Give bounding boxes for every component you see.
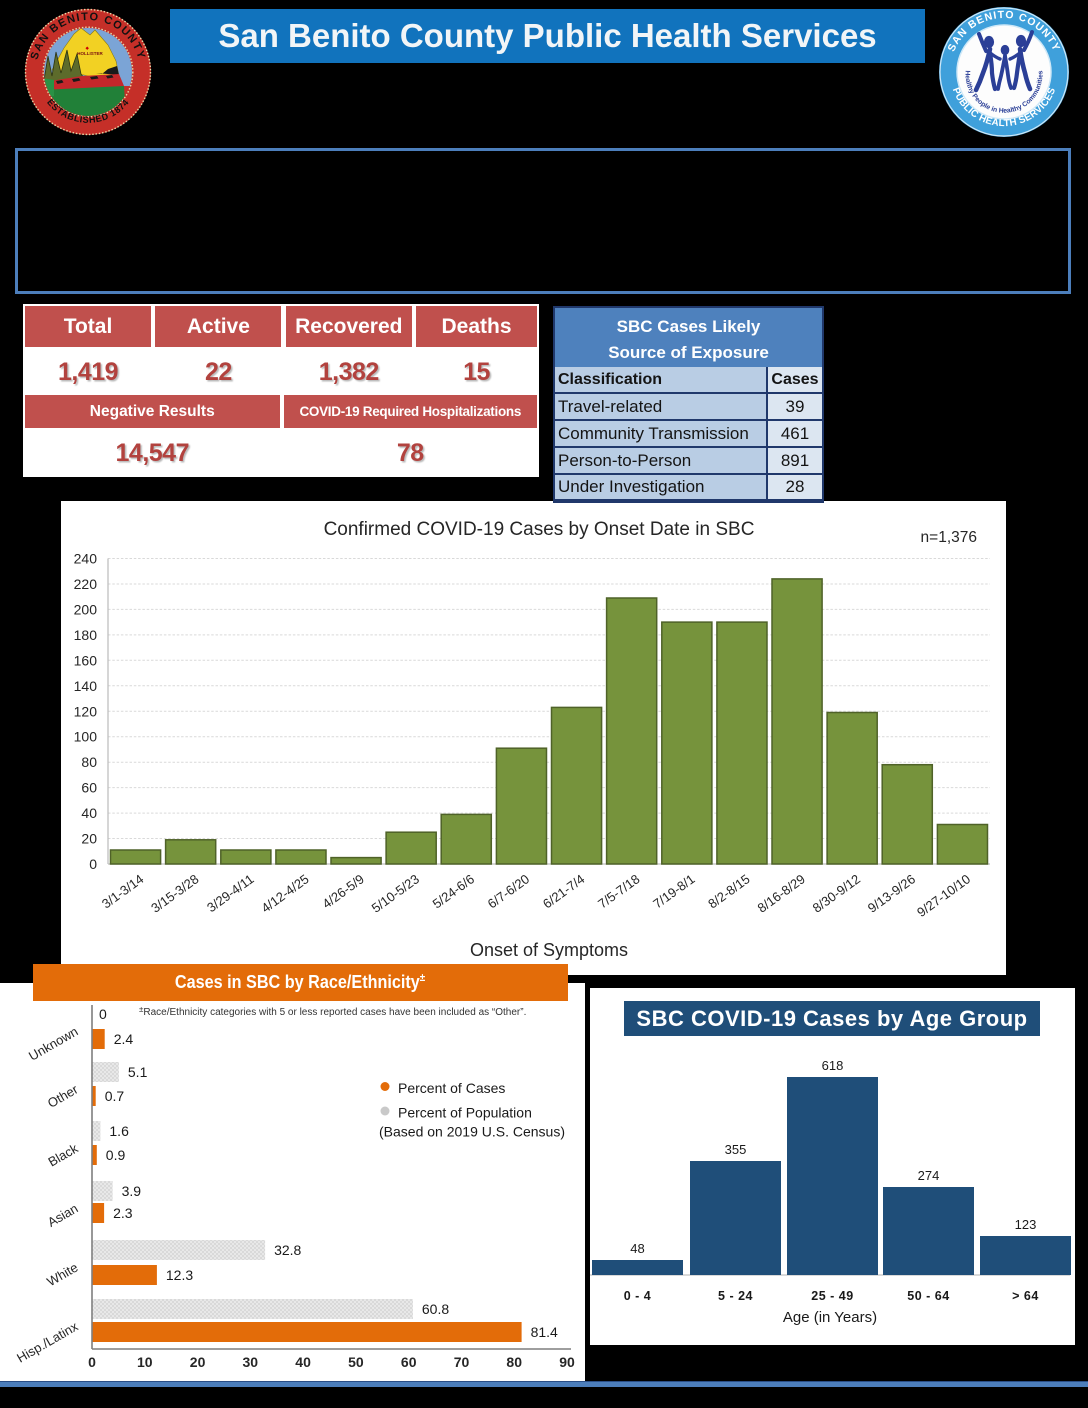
svg-text:1.6: 1.6 bbox=[109, 1123, 129, 1139]
svg-text:0.9: 0.9 bbox=[106, 1147, 126, 1163]
svg-text:(Based on 2019 U.S. Census): (Based on 2019 U.S. Census) bbox=[379, 1124, 565, 1140]
svg-text:6/21-7/4: 6/21-7/4 bbox=[540, 871, 587, 911]
svg-text:10: 10 bbox=[137, 1354, 153, 1370]
svg-text:> 64: > 64 bbox=[1012, 1289, 1039, 1303]
svg-text:5.1: 5.1 bbox=[128, 1064, 148, 1080]
svg-text:140: 140 bbox=[74, 678, 98, 694]
svg-text:123: 123 bbox=[1015, 1217, 1037, 1232]
svg-text:Asian: Asian bbox=[45, 1201, 81, 1230]
svg-text:9/13-9/26: 9/13-9/26 bbox=[865, 871, 918, 915]
svg-text:40: 40 bbox=[81, 805, 97, 821]
svg-text:Other: Other bbox=[45, 1081, 81, 1111]
svg-text:4/26-5/9: 4/26-5/9 bbox=[319, 871, 366, 911]
svg-text:2.3: 2.3 bbox=[113, 1205, 133, 1221]
svg-text:5 - 24: 5 - 24 bbox=[718, 1289, 753, 1303]
svg-text:8/2-8/15: 8/2-8/15 bbox=[705, 871, 752, 911]
svg-text:0: 0 bbox=[99, 1006, 107, 1022]
svg-text:180: 180 bbox=[74, 627, 98, 643]
svg-text:20: 20 bbox=[190, 1354, 206, 1370]
svg-text:355: 355 bbox=[725, 1142, 747, 1157]
svg-text:240: 240 bbox=[74, 551, 98, 567]
svg-text:90: 90 bbox=[559, 1354, 575, 1370]
svg-text:100: 100 bbox=[74, 729, 98, 745]
svg-text:4/12-4/25: 4/12-4/25 bbox=[258, 871, 311, 915]
svg-text:32.8: 32.8 bbox=[274, 1242, 301, 1258]
svg-text:274: 274 bbox=[918, 1168, 940, 1183]
svg-text:HOLLISTER: HOLLISTER bbox=[77, 51, 103, 56]
svg-text:8/30-9/12: 8/30-9/12 bbox=[810, 871, 863, 915]
svg-text:200: 200 bbox=[74, 601, 98, 617]
svg-text:6/7-6/20: 6/7-6/20 bbox=[485, 871, 532, 911]
svg-text:0 - 4: 0 - 4 bbox=[624, 1289, 652, 1303]
svg-text:Age (in Years): Age (in Years) bbox=[783, 1309, 877, 1326]
svg-text:n=1,376: n=1,376 bbox=[921, 529, 977, 546]
svg-text:Confirmed COVID-19 Cases by On: Confirmed COVID-19 Cases by Onset Date i… bbox=[324, 519, 755, 540]
svg-text:Hisp./Latinx: Hisp./Latinx bbox=[14, 1318, 81, 1365]
svg-text:20: 20 bbox=[81, 831, 97, 847]
svg-text:120: 120 bbox=[74, 703, 98, 719]
svg-text:48: 48 bbox=[630, 1241, 644, 1256]
svg-text:0: 0 bbox=[89, 856, 97, 872]
svg-text:±Race/Ethnicity categories wit: ±Race/Ethnicity categories with 5 or les… bbox=[139, 1005, 526, 1018]
svg-text:3/1-3/14: 3/1-3/14 bbox=[99, 871, 146, 911]
svg-text:70: 70 bbox=[454, 1354, 470, 1370]
svg-text:3/29-4/11: 3/29-4/11 bbox=[204, 871, 256, 915]
svg-text:60.8: 60.8 bbox=[422, 1301, 449, 1317]
svg-text:80: 80 bbox=[506, 1354, 522, 1370]
svg-text:220: 220 bbox=[74, 576, 98, 592]
svg-text:81.4: 81.4 bbox=[531, 1324, 558, 1340]
svg-text:Black: Black bbox=[45, 1140, 80, 1169]
svg-text:0.7: 0.7 bbox=[105, 1088, 125, 1104]
svg-text:50 - 64: 50 - 64 bbox=[907, 1289, 949, 1303]
svg-text:White: White bbox=[44, 1260, 80, 1290]
svg-text:2.4: 2.4 bbox=[114, 1031, 134, 1047]
svg-text:Percent of Cases: Percent of Cases bbox=[398, 1080, 505, 1096]
svg-text:12.3: 12.3 bbox=[166, 1267, 193, 1283]
svg-text:618: 618 bbox=[822, 1058, 844, 1073]
svg-text:5/10-5/23: 5/10-5/23 bbox=[369, 871, 422, 915]
svg-text:0: 0 bbox=[88, 1354, 96, 1370]
svg-text:60: 60 bbox=[401, 1354, 417, 1370]
svg-text:160: 160 bbox=[74, 652, 98, 668]
svg-text:30: 30 bbox=[243, 1354, 259, 1370]
svg-text:Onset of Symptoms: Onset of Symptoms bbox=[470, 940, 628, 960]
svg-text:7/5-7/18: 7/5-7/18 bbox=[595, 871, 642, 911]
svg-text:60: 60 bbox=[81, 780, 97, 796]
svg-text:7/19-8/1: 7/19-8/1 bbox=[650, 871, 697, 911]
svg-text:9/27-10/10: 9/27-10/10 bbox=[914, 871, 973, 920]
svg-text:5/24-6/6: 5/24-6/6 bbox=[430, 871, 477, 911]
svg-text:40: 40 bbox=[295, 1354, 311, 1370]
svg-text:3/15-3/28: 3/15-3/28 bbox=[148, 871, 201, 915]
svg-text:3.9: 3.9 bbox=[122, 1183, 142, 1199]
svg-text:80: 80 bbox=[81, 754, 97, 770]
svg-text:50: 50 bbox=[348, 1354, 364, 1370]
svg-text:Unknown: Unknown bbox=[26, 1024, 80, 1064]
svg-text:Percent of Population: Percent of Population bbox=[398, 1105, 532, 1121]
svg-text:25 - 49: 25 - 49 bbox=[811, 1289, 853, 1303]
svg-text:8/16-8/29: 8/16-8/29 bbox=[755, 871, 808, 915]
